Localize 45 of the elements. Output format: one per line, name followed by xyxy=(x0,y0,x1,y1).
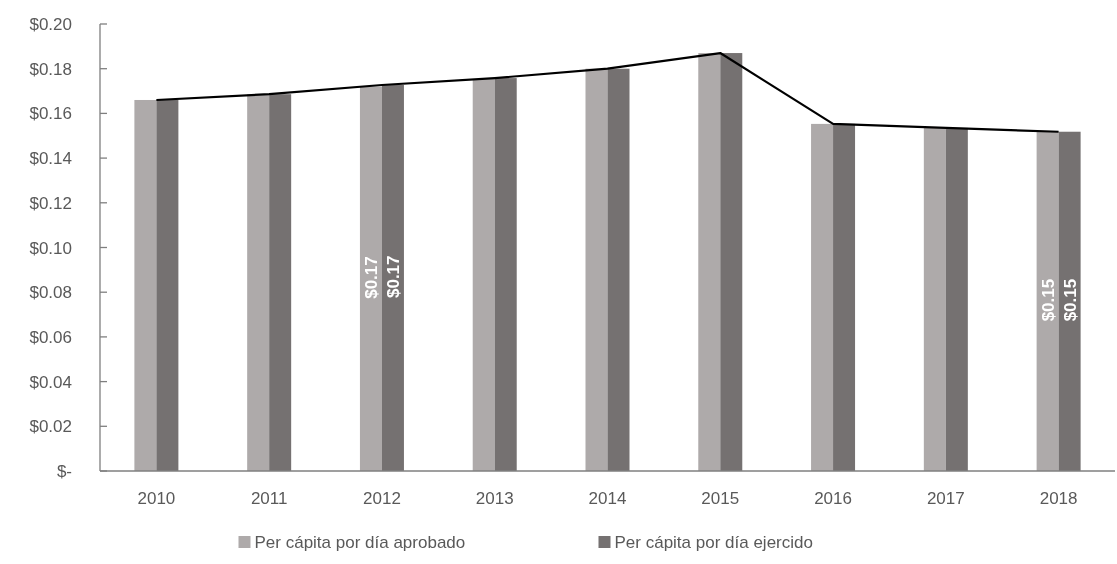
data-label: $0.15 xyxy=(1038,278,1058,322)
bar xyxy=(1058,131,1081,471)
y-tick-label: $0.18 xyxy=(29,59,72,79)
y-tick-label: $0.20 xyxy=(29,15,72,34)
bar xyxy=(607,68,630,471)
bar xyxy=(945,127,968,471)
x-tick-label: 2018 xyxy=(1039,489,1078,508)
bar xyxy=(720,53,743,471)
bar xyxy=(247,94,270,471)
bar xyxy=(833,123,856,471)
bar xyxy=(359,86,382,471)
bar xyxy=(494,78,517,471)
bar xyxy=(269,94,292,471)
y-tick-label: $0.04 xyxy=(29,372,72,392)
y-tick-label: $0.10 xyxy=(29,238,72,258)
x-tick-label: 2016 xyxy=(814,489,852,508)
y-tick-label: $0.08 xyxy=(29,283,72,303)
bar xyxy=(698,53,721,471)
data-label: $0.15 xyxy=(1060,278,1080,322)
bar xyxy=(585,68,608,471)
x-tick-label: 2010 xyxy=(137,489,176,508)
bar xyxy=(134,99,157,471)
legend-label: Per cápita por día aprobado xyxy=(254,533,466,552)
y-tick-label: $0.16 xyxy=(29,104,72,124)
bar xyxy=(811,123,834,471)
y-tick-label: $0.02 xyxy=(29,417,72,437)
bar xyxy=(381,85,404,471)
bar xyxy=(156,99,179,471)
bar xyxy=(1036,131,1059,471)
x-tick-label: 2017 xyxy=(926,489,965,508)
data-label: $0.17 xyxy=(383,255,403,299)
x-tick-label: 2015 xyxy=(701,489,740,508)
y-tick-label: $0.12 xyxy=(29,193,72,213)
y-tick-label: $0.14 xyxy=(29,149,72,169)
legend-label: Per cápita por día ejercido xyxy=(614,533,813,552)
data-label: $0.17 xyxy=(361,256,381,299)
line-series xyxy=(155,51,1060,133)
x-tick-label: 2012 xyxy=(363,489,401,508)
bar xyxy=(472,78,495,471)
x-tick-label: 2014 xyxy=(588,489,627,508)
x-tick-label: 2011 xyxy=(250,489,288,508)
bar xyxy=(923,127,946,471)
x-tick-label: 2013 xyxy=(475,489,514,508)
y-tick-label: $- xyxy=(56,462,72,481)
y-tick-label: $0.06 xyxy=(29,327,72,347)
